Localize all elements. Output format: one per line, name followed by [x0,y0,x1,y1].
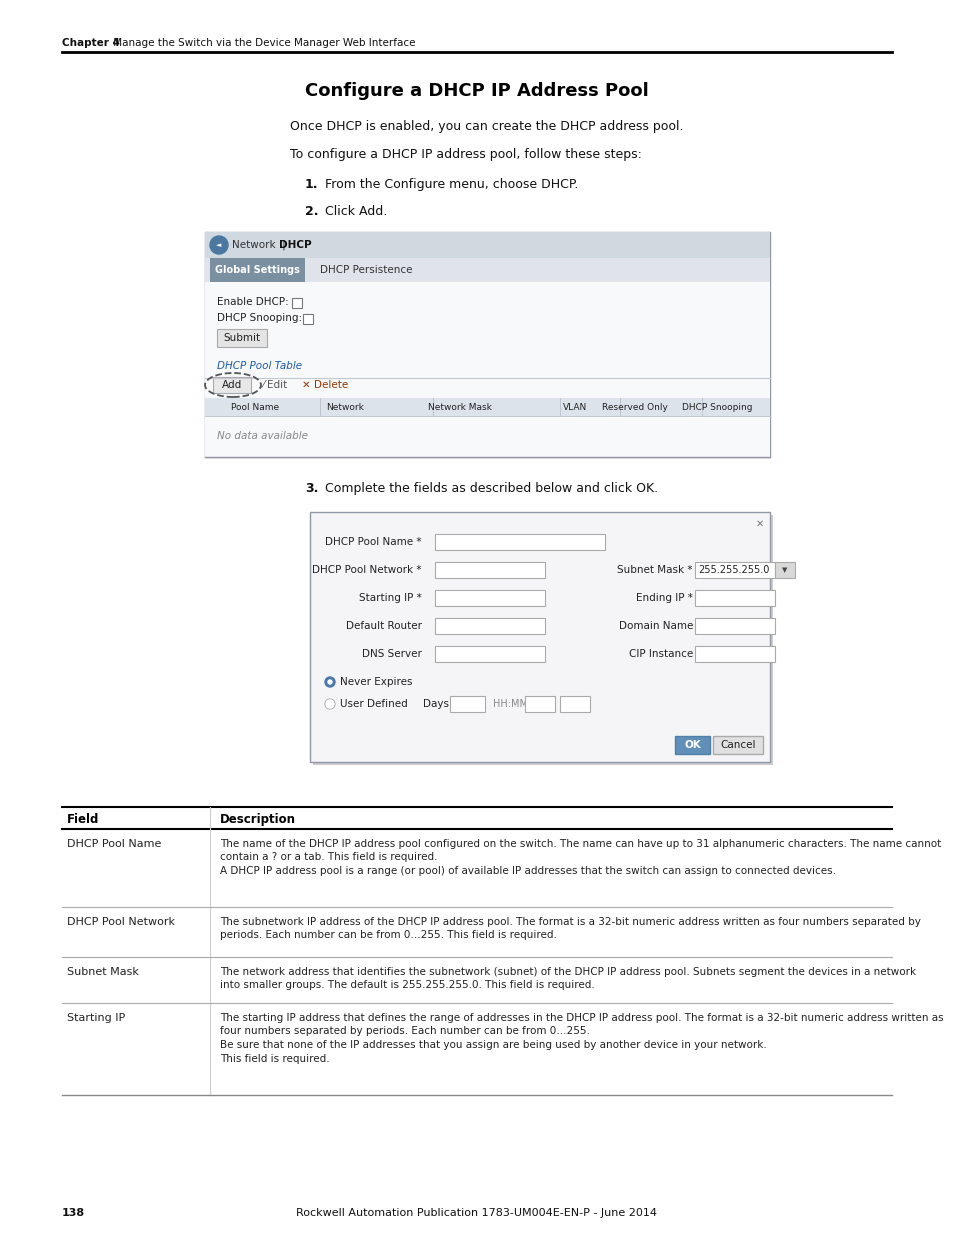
Text: HH:MM: HH:MM [493,699,527,709]
FancyBboxPatch shape [303,314,313,324]
Text: ⁄ Edit: ⁄ Edit [263,380,288,390]
Text: Description: Description [220,813,295,826]
FancyBboxPatch shape [559,697,589,713]
Text: Starting IP *: Starting IP * [359,593,421,603]
Text: Rockwell Automation Publication 1783-UM004E-EN-P - June 2014: Rockwell Automation Publication 1783-UM0… [296,1208,657,1218]
FancyBboxPatch shape [205,282,769,457]
Text: into smaller groups. The default is 255.255.255.0. This field is required.: into smaller groups. The default is 255.… [220,981,594,990]
Text: User Defined: User Defined [339,699,407,709]
FancyBboxPatch shape [695,618,774,634]
Text: four numbers separated by periods. Each number can be from 0…255.: four numbers separated by periods. Each … [220,1026,589,1036]
Text: Global Settings: Global Settings [214,266,299,275]
FancyBboxPatch shape [435,590,544,606]
Text: 1.: 1. [305,178,318,191]
Text: 2.: 2. [305,205,318,219]
Text: Add: Add [222,380,242,390]
Text: Domain Name: Domain Name [618,621,692,631]
Text: DHCP Pool Table: DHCP Pool Table [216,361,302,370]
Circle shape [325,699,335,709]
FancyBboxPatch shape [450,697,484,713]
Text: Cancel: Cancel [720,740,755,750]
Text: ◄: ◄ [216,242,221,248]
Text: Field: Field [67,813,99,826]
FancyBboxPatch shape [712,736,762,755]
Text: Complete the fields as described below and click OK.: Complete the fields as described below a… [325,482,658,495]
Text: DHCP Pool Network *: DHCP Pool Network * [313,564,421,576]
FancyBboxPatch shape [675,736,709,755]
Text: DHCP: DHCP [278,240,312,249]
FancyBboxPatch shape [205,232,769,457]
Text: ▼: ▼ [781,567,787,573]
Text: Be sure that none of the IP addresses that you assign are being used by another : Be sure that none of the IP addresses th… [220,1040,766,1050]
Text: OK: OK [684,740,700,750]
Text: DHCP Pool Network: DHCP Pool Network [67,918,174,927]
Circle shape [325,677,335,687]
Text: 3.: 3. [305,482,318,495]
FancyBboxPatch shape [695,646,774,662]
Text: Days: Days [422,699,449,709]
Text: Network: Network [326,403,363,411]
FancyBboxPatch shape [695,562,774,578]
Text: Submit: Submit [223,333,260,343]
Text: The network address that identifies the subnetwork (subnet) of the DHCP IP addre: The network address that identifies the … [220,967,915,977]
Text: Enable DHCP:: Enable DHCP: [216,296,289,308]
Text: Default Router: Default Router [346,621,421,631]
Text: ✕: ✕ [755,519,763,529]
Text: Pool Name: Pool Name [231,403,279,411]
FancyBboxPatch shape [292,298,302,308]
Text: The name of the DHCP IP address pool configured on the switch. The name can have: The name of the DHCP IP address pool con… [220,839,941,848]
FancyBboxPatch shape [435,534,604,550]
Text: VLAN: VLAN [562,403,586,411]
Text: The starting IP address that defines the range of addresses in the DHCP IP addre: The starting IP address that defines the… [220,1013,943,1023]
FancyBboxPatch shape [435,618,544,634]
FancyBboxPatch shape [205,232,769,258]
Text: DHCP Pool Name *: DHCP Pool Name * [325,537,421,547]
Text: periods. Each number can be from 0…255. This field is required.: periods. Each number can be from 0…255. … [220,930,557,941]
Text: 255.255.255.0: 255.255.255.0 [698,564,768,576]
Text: From the Configure menu, choose DHCP.: From the Configure menu, choose DHCP. [325,178,578,191]
Text: Configure a DHCP IP Address Pool: Configure a DHCP IP Address Pool [305,82,648,100]
Text: 138: 138 [62,1208,85,1218]
Text: A DHCP IP address pool is a range (or pool) of available IP addresses that the s: A DHCP IP address pool is a range (or po… [220,866,835,876]
Text: Network  |: Network | [232,240,292,251]
FancyBboxPatch shape [695,590,774,606]
FancyBboxPatch shape [310,513,769,762]
Text: The subnetwork IP address of the DHCP IP address pool. The format is a 32-bit nu: The subnetwork IP address of the DHCP IP… [220,918,920,927]
Text: Network Mask: Network Mask [428,403,492,411]
Text: Manage the Switch via the Device Manager Web Interface: Manage the Switch via the Device Manager… [97,38,416,48]
FancyBboxPatch shape [210,258,305,282]
Text: CIP Instance: CIP Instance [628,650,692,659]
FancyBboxPatch shape [524,697,555,713]
Text: DHCP Persistence: DHCP Persistence [319,266,412,275]
FancyBboxPatch shape [205,258,769,282]
Text: Chapter 4: Chapter 4 [62,38,120,48]
FancyBboxPatch shape [774,562,794,578]
FancyBboxPatch shape [313,515,772,764]
Text: ✕ Delete: ✕ Delete [302,380,348,390]
Circle shape [328,680,332,684]
Text: DHCP Pool Name: DHCP Pool Name [67,839,161,848]
Circle shape [210,236,228,254]
Text: No data available: No data available [216,431,308,441]
Text: Once DHCP is enabled, you can create the DHCP address pool.: Once DHCP is enabled, you can create the… [290,120,682,133]
Text: Ending IP *: Ending IP * [636,593,692,603]
Text: Subnet Mask: Subnet Mask [67,967,139,977]
FancyBboxPatch shape [205,398,769,416]
Text: Subnet Mask *: Subnet Mask * [617,564,692,576]
FancyBboxPatch shape [213,377,251,393]
Text: Starting IP: Starting IP [67,1013,125,1023]
FancyBboxPatch shape [216,329,267,347]
Text: To configure a DHCP IP address pool, follow these steps:: To configure a DHCP IP address pool, fol… [290,148,641,161]
FancyBboxPatch shape [435,646,544,662]
Text: This field is required.: This field is required. [220,1053,330,1063]
Text: contain a ? or a tab. This field is required.: contain a ? or a tab. This field is requ… [220,852,437,862]
Text: DHCP Snooping: DHCP Snooping [681,403,752,411]
Text: Click Add.: Click Add. [325,205,387,219]
Text: Never Expires: Never Expires [339,677,412,687]
Circle shape [326,700,334,708]
Text: Reserved Only: Reserved Only [601,403,667,411]
FancyBboxPatch shape [435,562,544,578]
Text: DHCP Snooping:: DHCP Snooping: [216,312,302,324]
Text: DNS Server: DNS Server [362,650,421,659]
